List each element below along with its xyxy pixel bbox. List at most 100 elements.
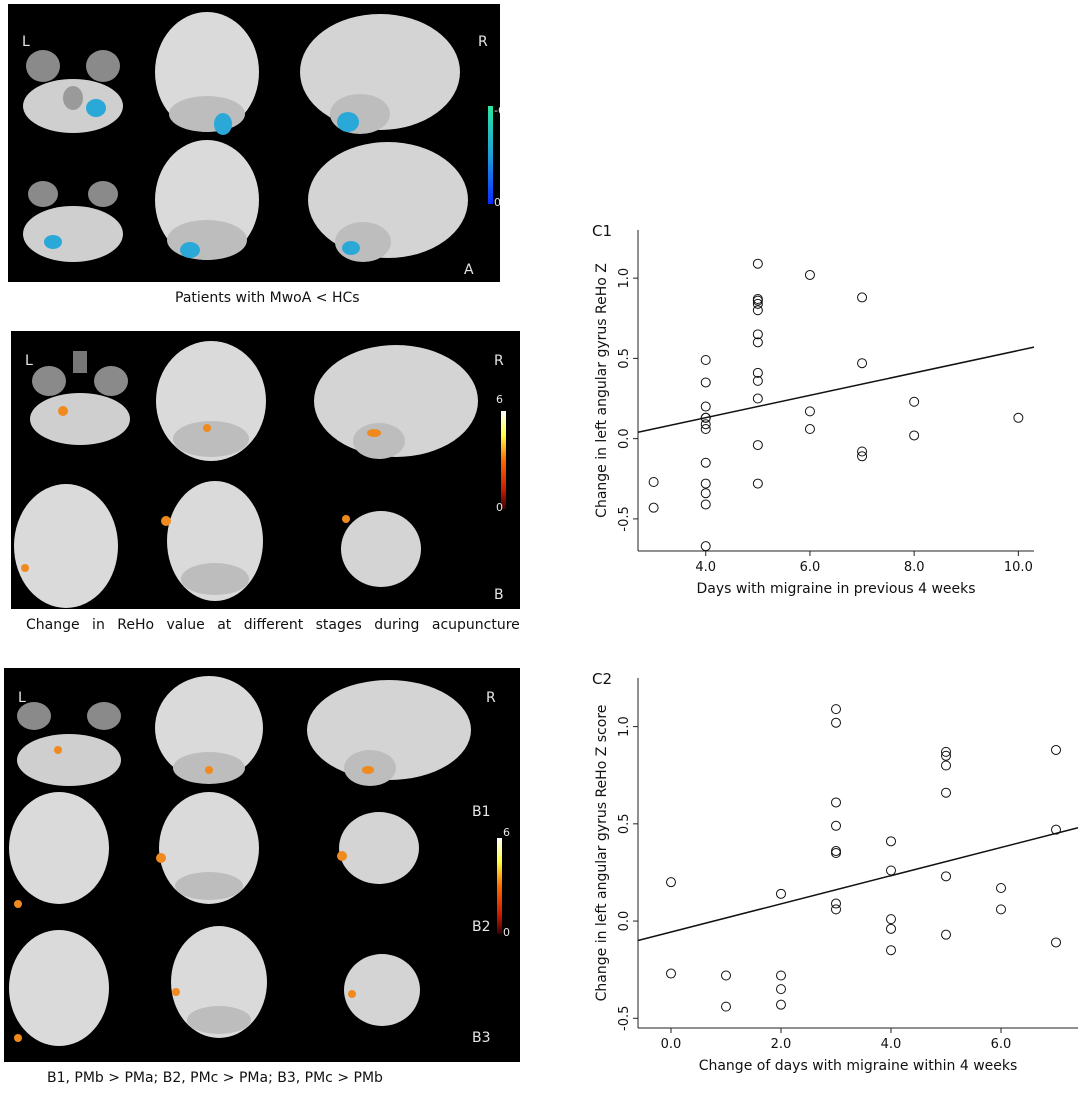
chart-c2-point xyxy=(721,970,731,981)
chart-c2-point xyxy=(831,904,841,915)
chart-c2-point xyxy=(941,929,951,940)
panel-a-right-label: R xyxy=(478,34,488,50)
chart-c2-y-tick-label: 0.5 xyxy=(617,813,632,834)
chart-c1-point xyxy=(752,393,763,404)
chart-c1-point xyxy=(752,440,763,451)
panel-b3-label: B3 xyxy=(472,1030,491,1046)
chart-c2-y-tick-label: 1.0 xyxy=(617,716,632,737)
chart-c1-point xyxy=(857,451,868,462)
chart-c1-point xyxy=(700,478,711,489)
chart-c1-x-tick-label: 6.0 xyxy=(800,560,821,575)
chart-c2-point xyxy=(996,904,1006,915)
chart-c2-point xyxy=(886,865,896,876)
chart-c2-x-tick-label: 0.0 xyxy=(661,1037,682,1052)
chart-c1-point xyxy=(752,367,763,378)
chart-c1-y-tick-label: 0.5 xyxy=(617,348,632,369)
chart-c2-point xyxy=(941,787,951,798)
chart-c1-point xyxy=(752,295,763,306)
chart-c1-svg: C1 4.0 6.0 8.0 10.0 -0.5 0.0 0.5 1.0 Days with mi… xyxy=(592,222,1035,597)
chart-c2-point xyxy=(831,846,841,857)
chart-c1-y-tick-label: 1.0 xyxy=(617,268,632,289)
panel-a-colorbar-max: -6 xyxy=(494,104,500,117)
chart-c2-point xyxy=(1051,744,1061,755)
chart-c1-y-tick-label: -0.5 xyxy=(617,506,632,531)
chart-c1-point xyxy=(804,406,815,417)
panel-b123-caption: B1, PMb > PMa; B2, PMc > PMa; B3, PMc > … xyxy=(47,1070,383,1086)
chart-c1-x-tick-label: 4.0 xyxy=(695,560,716,575)
chart-c2-point xyxy=(1051,824,1061,835)
chart-c1-point xyxy=(752,329,763,340)
chart-c2-y-label: Change in left angular gyrus ReHo Z scor… xyxy=(594,705,610,1002)
chart-c1-point xyxy=(700,401,711,412)
chart-c1-point xyxy=(700,412,711,423)
panel-b-letter: B xyxy=(494,587,504,603)
panel-b123-slices xyxy=(9,676,502,1046)
chart-c2-fit-line xyxy=(637,826,1079,942)
chart-c2-x-label: Change of days with migraine within 4 we… xyxy=(699,1058,1018,1074)
chart-c1-point xyxy=(648,476,659,487)
chart-c1-point xyxy=(909,430,920,441)
chart-c1-point xyxy=(909,396,920,407)
panel-b-slices xyxy=(14,341,506,608)
panel-b123-left-label: L xyxy=(18,690,26,706)
chart-c1-point xyxy=(804,424,815,435)
chart-c1-point xyxy=(752,478,763,489)
panel-b2-label: B2 xyxy=(472,919,491,935)
chart-c1-point xyxy=(857,292,868,303)
chart-c1-point xyxy=(700,377,711,388)
chart-c2-point xyxy=(831,704,841,715)
chart-c2-point xyxy=(886,945,896,956)
panel-a-caption: Patients with MwoA < HCs xyxy=(175,290,360,306)
chart-c2: C2 0.0 2.0 4.0 6.0 -0.5 0.0 0.5 1.0 Change of day… xyxy=(588,658,1082,1078)
chart-c1-point xyxy=(752,258,763,269)
chart-c1-point xyxy=(804,269,815,280)
chart-c1-panel-label: C1 xyxy=(592,222,612,240)
panel-a-colorbar-min: 0 xyxy=(494,196,500,209)
panel-a-brain-images: L R -6 0 A xyxy=(8,4,500,282)
chart-c1-point xyxy=(752,337,763,348)
chart-c1-point xyxy=(700,355,711,366)
chart-c2-x-tick-label: 4.0 xyxy=(881,1037,902,1052)
chart-c1-fit-line xyxy=(637,346,1035,433)
panel-b-caption: Change in ReHo value at different stages… xyxy=(26,617,520,633)
chart-c2-point xyxy=(941,871,951,882)
chart-c1-point xyxy=(1013,412,1024,423)
panel-b123-right-label: R xyxy=(486,690,496,706)
chart-c1-x-tick-label: 10.0 xyxy=(1004,560,1033,575)
panel-b123-colorbar-min: 0 xyxy=(503,926,510,939)
chart-c2-svg: C2 0.0 2.0 4.0 6.0 -0.5 0.0 0.5 1.0 Change of day… xyxy=(592,670,1079,1074)
chart-c1-y-label: Change in left angular gyrus ReHo Z xyxy=(594,263,610,518)
chart-c1-point xyxy=(752,375,763,386)
chart-c2-point xyxy=(666,968,676,979)
chart-c2-point xyxy=(776,970,786,981)
chart-c1-y-tick-label: 0.0 xyxy=(617,428,632,449)
chart-c1-point xyxy=(700,424,711,435)
chart-c1-point xyxy=(752,305,763,316)
chart-c2-y-tick-label: 0.0 xyxy=(617,911,632,932)
chart-c2-point xyxy=(721,1001,731,1012)
chart-c2-point xyxy=(776,888,786,899)
panel-b-left-label: L xyxy=(25,353,33,369)
chart-c2-point xyxy=(941,750,951,761)
chart-c2-point xyxy=(886,923,896,934)
chart-c2-point xyxy=(666,877,676,888)
chart-c1-point xyxy=(857,446,868,457)
panel-b123-colorbar-max: 6 xyxy=(503,826,510,839)
panel-b-colorbar-max: 6 xyxy=(496,393,503,406)
chart-c2-point xyxy=(776,984,786,995)
chart-c2-point xyxy=(941,760,951,771)
panel-b123-brain-images: L R B1 B2 B3 6 0 xyxy=(4,668,520,1062)
chart-c1-point xyxy=(648,502,659,513)
chart-c2-point xyxy=(831,898,841,909)
chart-c2-point xyxy=(1051,937,1061,948)
chart-c1-point xyxy=(857,358,868,369)
chart-c1-x-label: Days with migraine in previous 4 weeks xyxy=(696,581,975,597)
chart-c1-point xyxy=(700,499,711,510)
panel-b-colorbar-min: 0 xyxy=(496,501,503,514)
chart-c1-point xyxy=(700,488,711,499)
chart-c1-point xyxy=(752,298,763,309)
chart-c2-point xyxy=(831,717,841,728)
panel-a-letter: A xyxy=(464,262,474,278)
chart-c1-x-tick-label: 8.0 xyxy=(904,560,925,575)
chart-c2-point xyxy=(831,848,841,858)
